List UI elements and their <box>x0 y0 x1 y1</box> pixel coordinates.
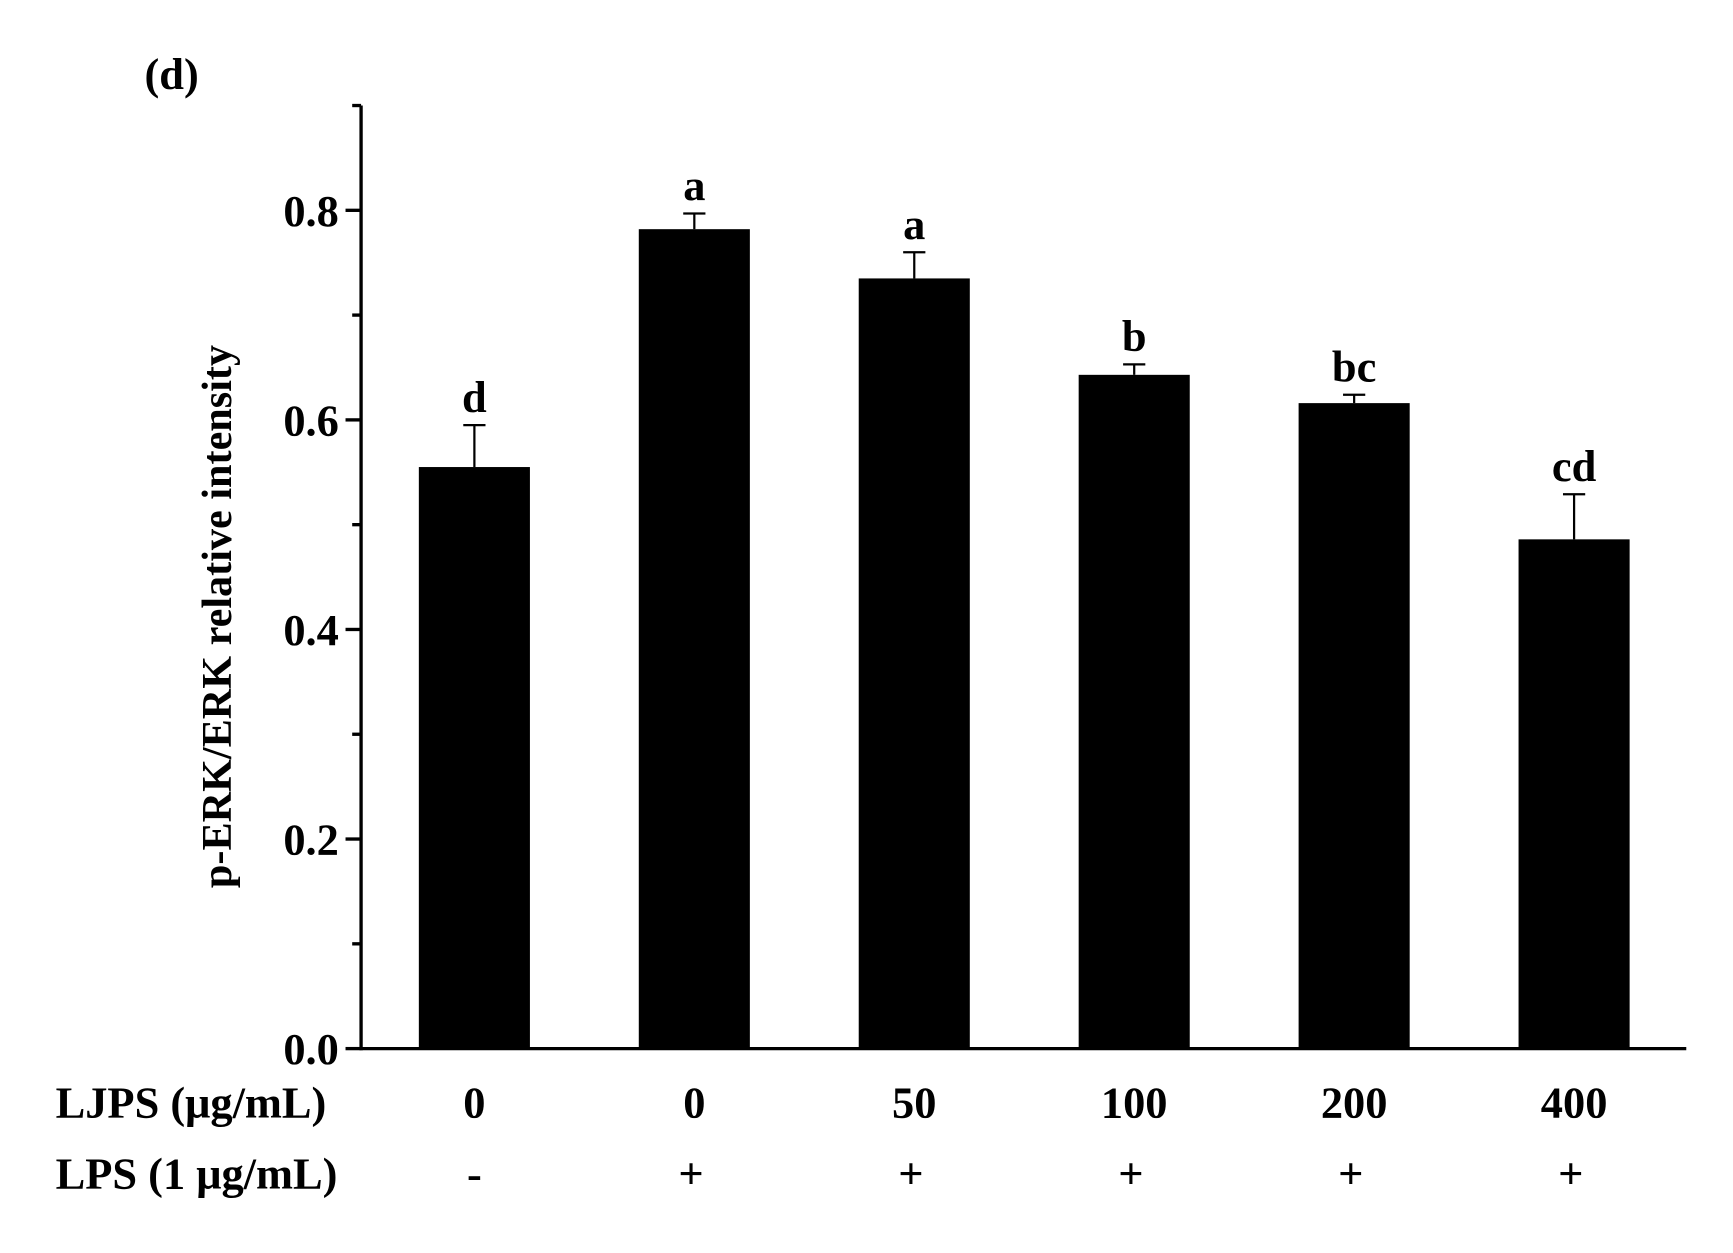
lps-label: + <box>898 1149 923 1199</box>
bar <box>418 467 530 1049</box>
lps-label: + <box>1558 1149 1583 1199</box>
significance-letter: d <box>462 372 487 422</box>
panel-label: (d) <box>144 49 198 99</box>
x-tick-label: 0 <box>683 1077 705 1127</box>
significance-letter: cd <box>1552 441 1597 491</box>
bar <box>1518 539 1630 1049</box>
x-tick-label: 100 <box>1101 1077 1168 1127</box>
x-tick-label: 400 <box>1541 1077 1608 1127</box>
lps-label: - <box>467 1149 482 1199</box>
lps-label: + <box>678 1149 703 1199</box>
significance-letter: a <box>903 199 925 249</box>
x-tick-label: 200 <box>1321 1077 1388 1127</box>
y-tick-label: 0.2 <box>283 815 339 865</box>
row-label: LJPS (μg/mL) <box>56 1077 327 1127</box>
x-tick-label: 50 <box>892 1077 936 1127</box>
lps-label: + <box>1118 1149 1143 1199</box>
y-tick-label: 0.8 <box>283 186 339 236</box>
significance-letter: a <box>683 160 705 210</box>
lps-label: + <box>1338 1149 1363 1199</box>
bar <box>638 229 750 1049</box>
significance-letter: bc <box>1332 341 1376 391</box>
row-label: LPS (1 μg/mL) <box>56 1149 338 1199</box>
bar <box>1078 374 1190 1049</box>
x-tick-label: 0 <box>463 1077 485 1127</box>
bar <box>858 278 970 1049</box>
y-axis-label: p-ERK/ERK relative intensity <box>194 345 241 888</box>
significance-letter: b <box>1122 311 1147 361</box>
y-tick-label: 0.6 <box>283 395 339 445</box>
y-tick-label: 0.0 <box>283 1024 339 1074</box>
bar <box>1298 403 1410 1049</box>
y-tick-label: 0.4 <box>283 605 339 655</box>
